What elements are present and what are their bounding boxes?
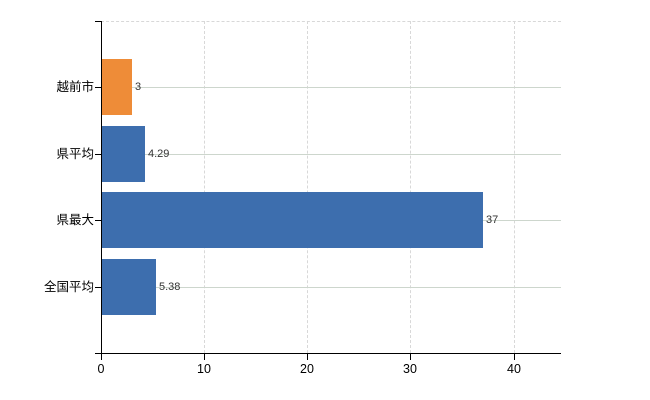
bar-row3 xyxy=(101,259,156,315)
x-axis-tick-20 xyxy=(307,353,308,360)
gridline-horizontal-row1 xyxy=(101,154,561,155)
y-axis-tick-row2 xyxy=(95,220,101,221)
category-label-row0: 越前市 xyxy=(56,80,94,94)
x-axis-tick-30 xyxy=(410,353,411,360)
category-label-row3: 全国平均 xyxy=(43,280,94,294)
gridline-vertical-30 xyxy=(410,21,411,353)
x-axis-tick-label-10: 10 xyxy=(197,362,211,376)
gridline-vertical-20 xyxy=(307,21,308,353)
x-axis-tick-label-30: 30 xyxy=(403,362,417,376)
category-label-row2: 県最大 xyxy=(56,213,94,227)
x-axis-tick-label-40: 40 xyxy=(507,362,521,376)
y-axis-tick-row3 xyxy=(95,287,101,288)
x-axis-line xyxy=(95,353,561,354)
x-axis-tick-0 xyxy=(101,353,102,360)
y-axis-tick-row0 xyxy=(95,87,101,88)
category-label-row1: 県平均 xyxy=(56,147,94,161)
plot-top-border xyxy=(101,21,561,22)
gridline-horizontal-row3 xyxy=(101,287,561,288)
value-label-row0: 3 xyxy=(135,81,142,93)
value-label-row1: 4.29 xyxy=(148,148,170,160)
y-axis-tick-top xyxy=(95,21,101,22)
y-axis-line xyxy=(101,21,102,353)
plot-area: 3 4.29 37 5.38 xyxy=(101,21,561,353)
value-label-row2: 37 xyxy=(486,214,499,226)
bar-row1 xyxy=(101,126,145,182)
gridline-vertical-10 xyxy=(204,21,205,353)
bar-row2 xyxy=(101,192,483,248)
x-axis-tick-10 xyxy=(204,353,205,360)
x-axis-tick-40 xyxy=(514,353,515,360)
x-axis-tick-label-0: 0 xyxy=(97,362,105,376)
y-axis-tick-row1 xyxy=(95,154,101,155)
value-label-row3: 5.38 xyxy=(159,281,181,293)
gridline-horizontal-row0 xyxy=(101,87,561,88)
gridline-vertical-40 xyxy=(514,21,515,353)
bar-row0 xyxy=(101,59,132,115)
x-axis-tick-label-20: 20 xyxy=(300,362,314,376)
